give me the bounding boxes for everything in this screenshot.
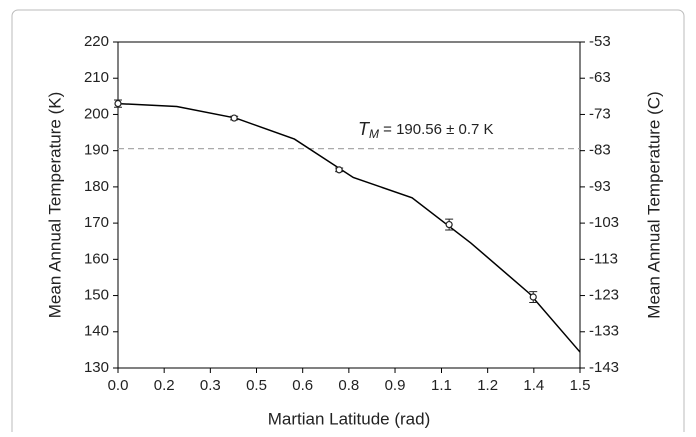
data-point xyxy=(114,99,122,108)
y2-axis-title: Mean Annual Temperature (C) xyxy=(644,91,663,318)
y2-tick-label: -93 xyxy=(589,178,611,195)
x-tick-label: 0.3 xyxy=(200,377,221,394)
x-tick-label: 1.1 xyxy=(431,377,452,394)
annotation-symbol: T xyxy=(358,119,371,139)
data-point xyxy=(445,220,453,229)
y-tick-label: 180 xyxy=(84,178,109,195)
y2-tick-label: -53 xyxy=(589,33,611,50)
y-tick-label: 150 xyxy=(84,287,109,304)
y-tick-label: 220 xyxy=(84,33,109,50)
y-tick-label: 210 xyxy=(84,69,109,86)
y-tick-label: 190 xyxy=(84,142,109,159)
y-tick-label: 160 xyxy=(84,250,109,267)
y2-tick-label: -143 xyxy=(589,359,619,376)
y2-tick-label: -83 xyxy=(589,142,611,159)
data-point xyxy=(230,114,238,122)
x-tick-label: 1.5 xyxy=(570,377,591,394)
y2-tick-label: -123 xyxy=(589,287,619,304)
annotation: TM = 190.56 ± 0.7 K xyxy=(358,119,494,141)
x-tick-label: 0.2 xyxy=(154,377,175,394)
plot-area xyxy=(117,41,581,369)
x-tick-label: 0.5 xyxy=(246,377,267,394)
y-tick-label: 200 xyxy=(84,105,109,122)
frame xyxy=(11,9,685,437)
annotation-subscript: M xyxy=(369,127,379,141)
y-tick-label: 170 xyxy=(84,214,109,231)
x-tick-label: 1.4 xyxy=(523,377,544,394)
x-axis-title: Martian Latitude (rad) xyxy=(268,409,431,428)
data-point xyxy=(335,166,343,174)
x-tick-label: 1.2 xyxy=(477,377,498,394)
x-tick-label: 0.6 xyxy=(292,377,313,394)
y2-tick-label: -103 xyxy=(589,214,619,231)
x-tick-label: 0.8 xyxy=(338,377,359,394)
x-tick-label: 0.9 xyxy=(385,377,406,394)
annotation-text: = 190.56 ± 0.7 K xyxy=(379,121,494,138)
y-axis-title: Mean Annual Temperature (K) xyxy=(45,92,64,318)
y-tick-label: 140 xyxy=(84,323,109,340)
data-point xyxy=(529,293,537,301)
y2-tick-label: -63 xyxy=(589,69,611,86)
x-tick-label: 0.0 xyxy=(108,377,129,394)
fit-curve xyxy=(117,102,581,353)
y2-tick-label: -133 xyxy=(589,323,619,340)
y2-tick-label: -113 xyxy=(589,250,618,267)
y-tick-label: 130 xyxy=(84,359,109,376)
y2-tick-label: -73 xyxy=(589,105,611,122)
